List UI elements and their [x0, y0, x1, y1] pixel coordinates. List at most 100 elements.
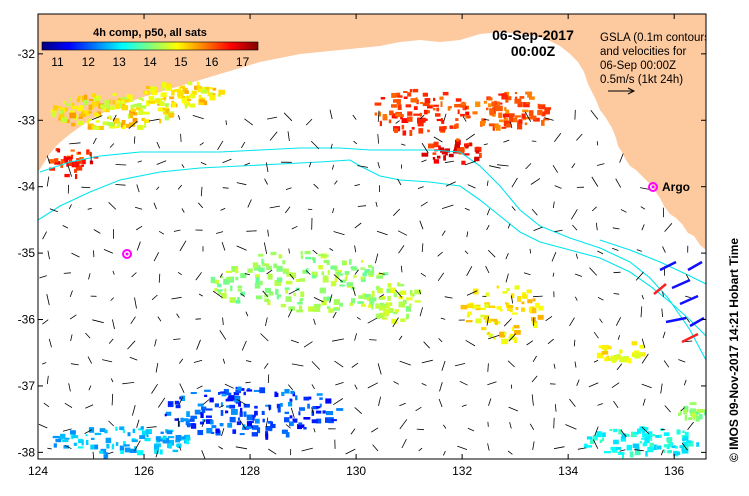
sst-pixel — [96, 99, 100, 103]
sst-pixel — [73, 442, 77, 446]
sst-pixel — [387, 296, 391, 301]
colorbar: 4h comp, p50, all sats 11 12 13 14 15 16 17 — [41, 27, 259, 69]
velocity-arrow — [201, 450, 206, 459]
velocity-arrow — [591, 176, 599, 187]
y-tick: -38 — [18, 445, 706, 459]
sst-pixel — [289, 415, 293, 419]
sst-pixel — [54, 161, 61, 165]
gsla-contour-line — [39, 147, 706, 361]
sst-pixel — [604, 451, 611, 454]
velocity-arrow — [308, 161, 312, 168]
sst-pixel — [376, 313, 381, 316]
sst-pixel — [374, 112, 378, 116]
velocity-arrow — [108, 202, 117, 210]
velocity-arrow — [68, 383, 71, 392]
sst-pixel — [285, 432, 290, 438]
sst-pixel — [281, 391, 285, 396]
sst-pixel — [300, 291, 305, 298]
sst-pixel — [290, 390, 295, 395]
velocity-arrow — [532, 355, 537, 363]
velocity-arrow — [590, 110, 599, 120]
sst-pixel — [316, 418, 322, 424]
sst-pixel — [57, 148, 61, 153]
sst-pixel — [358, 295, 364, 299]
sst-pixel — [466, 115, 471, 119]
sst-pixel — [218, 392, 221, 395]
velocity-arrow — [466, 231, 469, 238]
sst-pixel — [225, 398, 229, 402]
sst-pixel — [127, 113, 131, 119]
velocity-arrow — [202, 399, 210, 405]
sst-pixel — [121, 120, 126, 125]
sst-pixel — [403, 96, 408, 99]
velocity-arrow — [200, 162, 207, 166]
sst-pixel — [86, 120, 89, 124]
sst-pixel — [72, 435, 79, 439]
sst-pixel — [409, 130, 413, 136]
sst-pixel — [201, 100, 208, 106]
sst-pixel — [118, 97, 124, 100]
sst-pixel — [159, 118, 162, 124]
sst-pixel — [146, 86, 151, 89]
sst-pixel — [406, 313, 409, 319]
velocity-arrow — [288, 288, 300, 295]
velocity-arrow — [262, 290, 269, 297]
y-tick: -32 — [18, 47, 706, 61]
sst-pixel — [509, 113, 515, 118]
sst-pixel — [684, 409, 687, 414]
sst-pixel — [504, 107, 507, 111]
sst-pixel — [634, 452, 641, 456]
sst-pixel — [498, 112, 503, 119]
sst-pixel — [417, 121, 424, 127]
sst-pixel — [502, 93, 507, 100]
sst-pixel — [115, 442, 119, 446]
velocity-arrow — [71, 252, 80, 258]
velocity-arrow — [662, 246, 666, 253]
velocity-arrow — [613, 271, 621, 274]
sst-pixel — [684, 431, 689, 437]
sst-pixel — [349, 259, 352, 265]
imos-credit: © IMOS 09-Nov-2017 14:21 Hobart Time — [727, 238, 741, 462]
velocity-arrow — [445, 181, 456, 187]
velocity-arrow — [530, 178, 541, 185]
velocity-arrow — [85, 404, 94, 409]
velocity-arrow — [395, 120, 400, 124]
sst-pixel — [349, 302, 354, 306]
velocity-arrow — [177, 417, 180, 428]
velocity-arrow — [198, 293, 203, 297]
velocity-arrow — [200, 186, 203, 197]
gsla-contour-line — [599, 239, 706, 285]
velocity-arrow — [438, 398, 443, 408]
sst-pixel — [684, 415, 688, 421]
velocity-arrow — [235, 446, 248, 450]
sst-pixel — [189, 103, 195, 108]
sst-pixel — [438, 145, 441, 151]
sst-pixel — [103, 452, 108, 459]
sst-pixel — [503, 332, 507, 335]
sst-pixel — [285, 280, 293, 285]
sst-pixel — [264, 294, 269, 298]
sst-pixel — [58, 112, 65, 118]
sst-pixel — [191, 90, 197, 95]
sst-pixel — [138, 109, 144, 115]
argo-float-coastal — [648, 182, 658, 192]
velocity-arrow — [353, 140, 358, 145]
sst-pixel — [385, 302, 393, 306]
sst-pixel — [313, 257, 316, 264]
sst-pixel — [184, 101, 190, 107]
sst-pixel — [132, 117, 138, 124]
sst-pixel — [386, 305, 390, 309]
sst-pixel — [160, 431, 164, 434]
sst-pixel — [194, 409, 201, 415]
sst-pixel — [334, 306, 340, 310]
velocity-arrow — [173, 229, 181, 232]
sst-pixel — [60, 433, 66, 438]
sst-pixel — [106, 444, 110, 449]
velocity-arrow — [244, 273, 250, 275]
sst-pixel — [217, 94, 221, 97]
sst-pixel — [127, 432, 131, 437]
sst-pixel — [334, 277, 338, 282]
velocity-arrow — [108, 338, 114, 344]
sst-pixel — [515, 307, 519, 310]
velocity-arrow — [357, 165, 368, 168]
